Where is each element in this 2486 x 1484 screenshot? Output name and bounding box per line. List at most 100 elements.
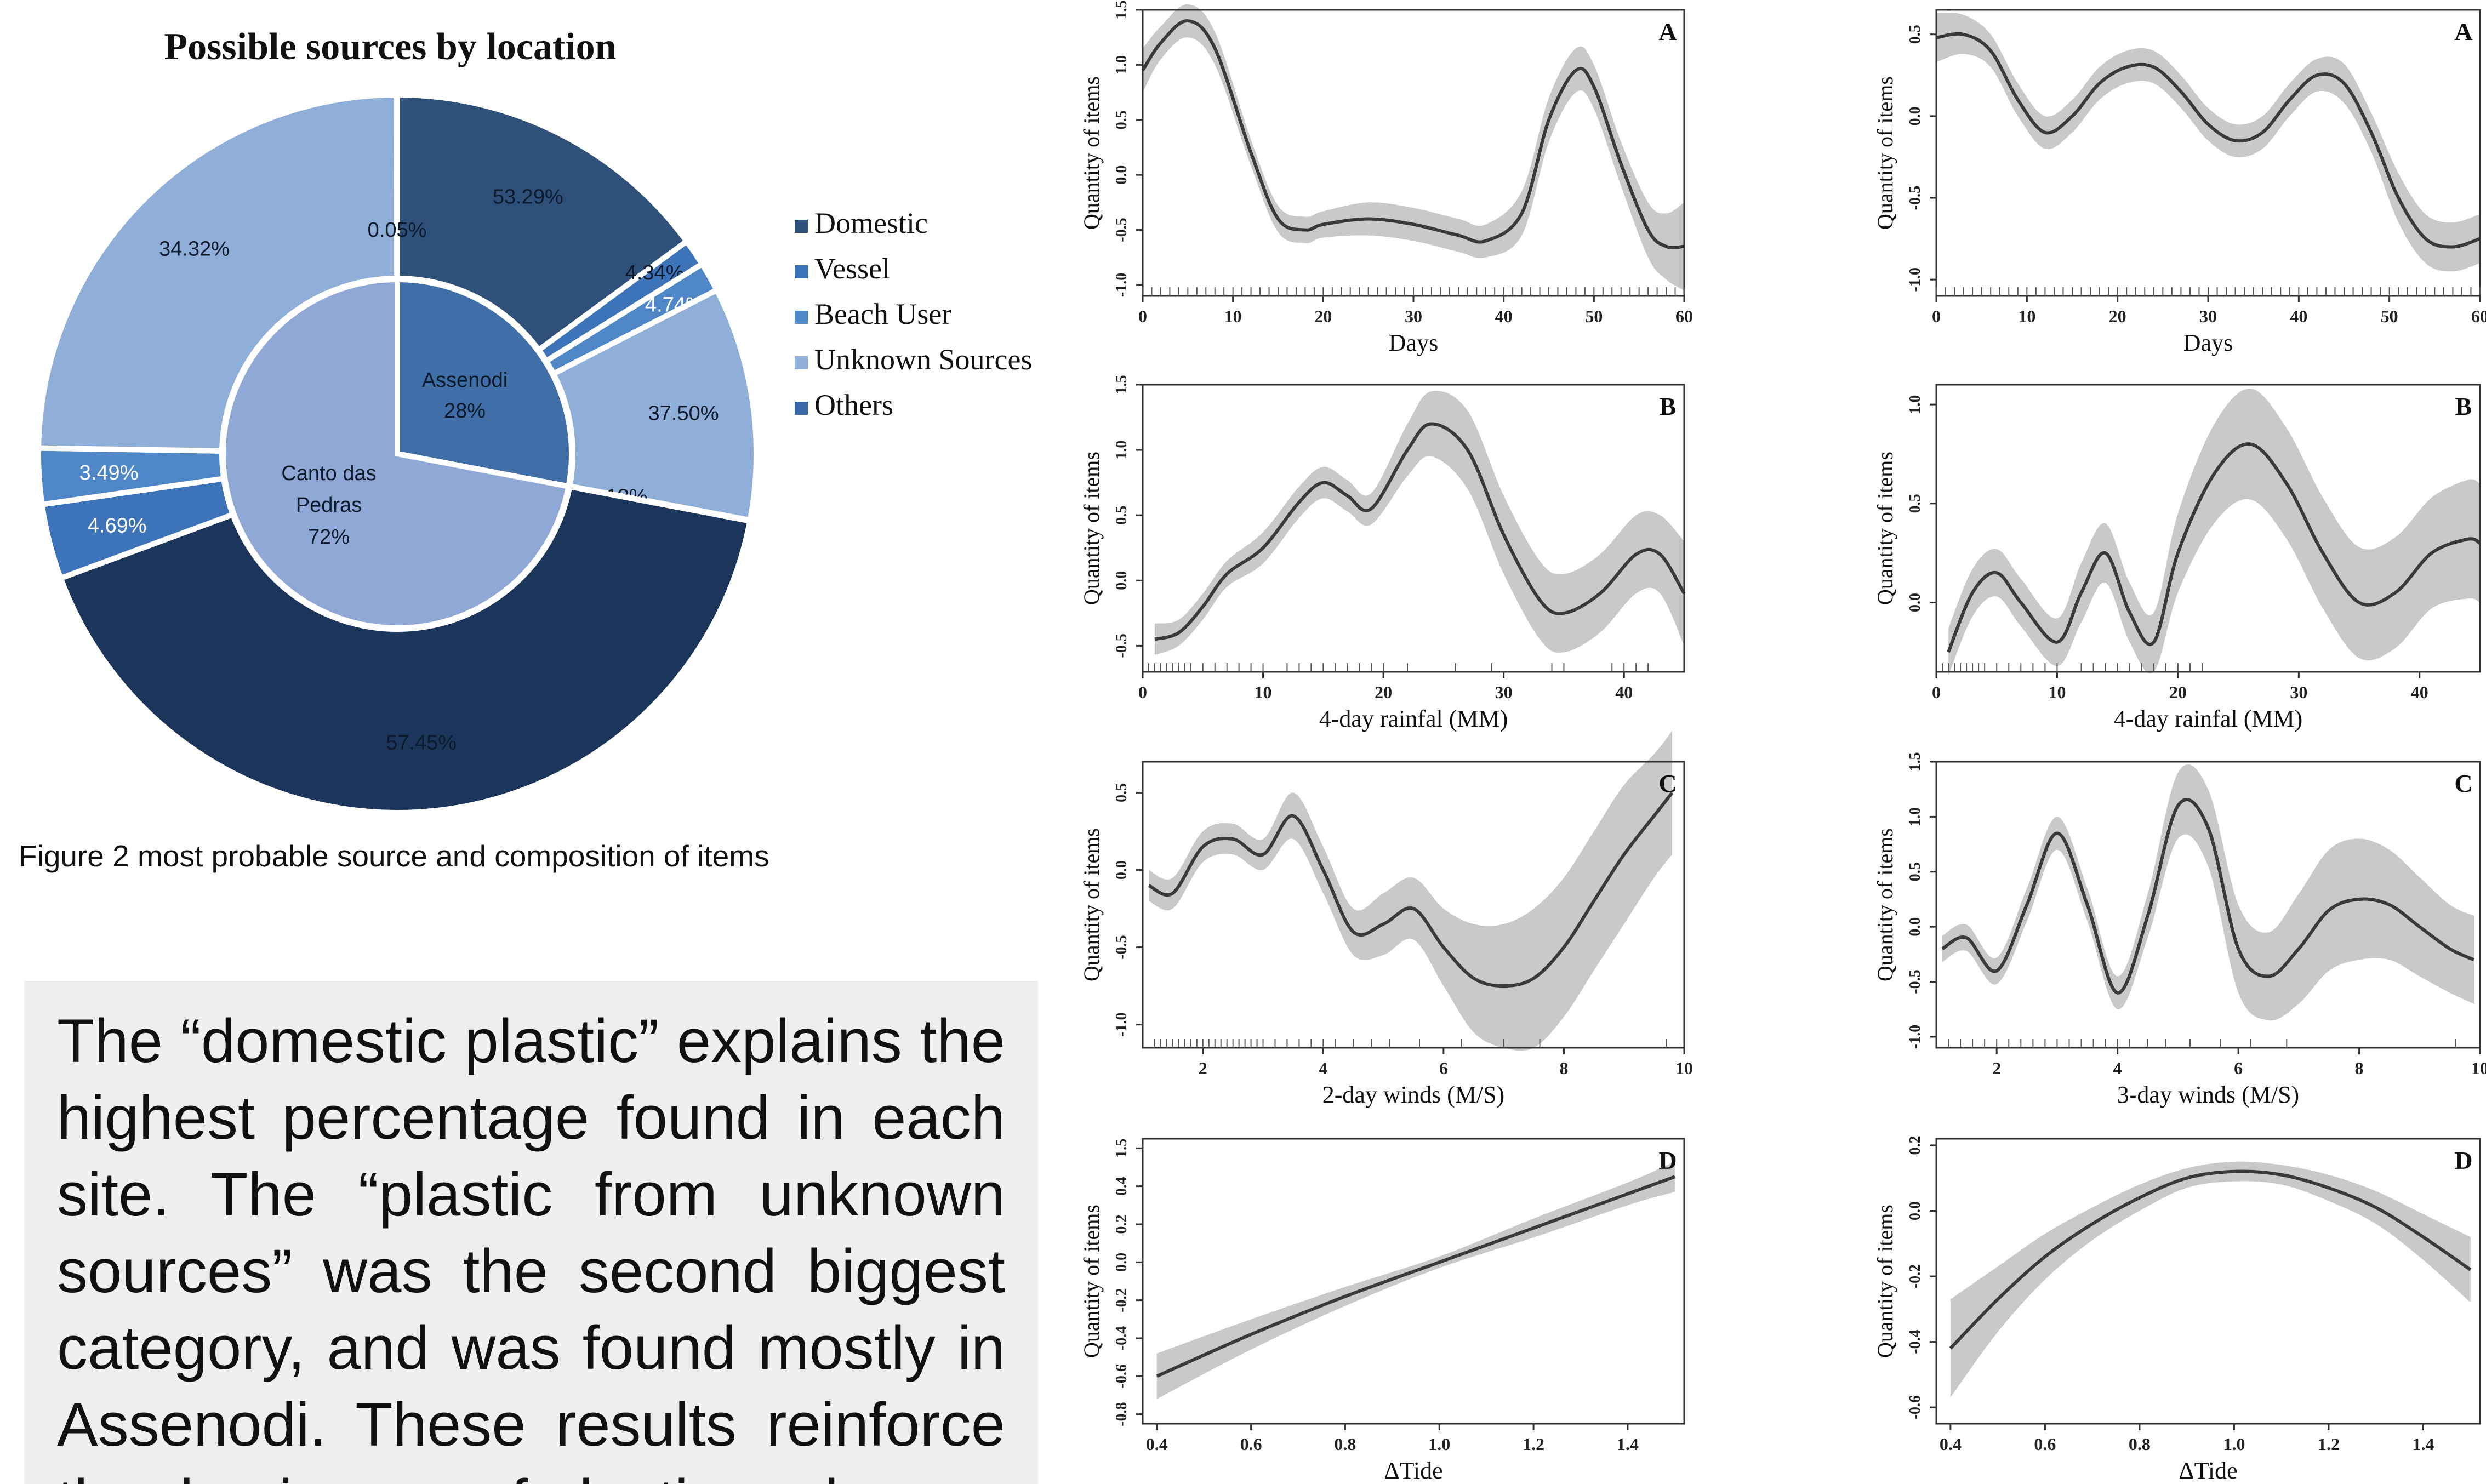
x-tick-label: 1.4 (2412, 1434, 2434, 1454)
confidence-band (1948, 389, 2480, 676)
y-tick-label: 1.0 (1907, 395, 1924, 414)
smooth-line (1141, 19, 1685, 249)
y-tick-label: 0.0 (1113, 860, 1130, 880)
panel-frame (1935, 9, 2481, 297)
x-tick-label: 30 (2290, 682, 2307, 702)
legend-label: Vessel (814, 252, 890, 285)
x-tick-label: 0 (1138, 682, 1147, 702)
panel-c: 2 4 6 8 10 -1.0 -0.5 0.0 0.5 2-day winds (M/S) Qua… (1079, 730, 1693, 1108)
x-tick-label: 0.8 (2129, 1434, 2151, 1454)
legend-swatch (795, 220, 808, 233)
x-tick-label: 4 (1319, 1058, 1327, 1078)
smooth-line (1148, 791, 1674, 988)
x-tick-label: 0.6 (1240, 1434, 1262, 1454)
y-axis-label: Quantity of items (1079, 1205, 1104, 1358)
x-tick-label: 10 (2048, 682, 2066, 702)
panel-frame (1935, 761, 2481, 1049)
inner-ring: Assenodi 28% Canto das Pedras 72% (220, 276, 574, 631)
x-axis-label: 2-day winds (M/S) (1322, 1081, 1504, 1108)
y-tick-label: -0.6 (1907, 1395, 1924, 1419)
pie-title: Possible sources by location (164, 26, 616, 68)
panel-letter: A (2454, 18, 2472, 45)
y-tick-label: -0.5 (1907, 969, 1924, 994)
legend-swatch (795, 356, 808, 369)
pie-chart: Possible sources by location 53.29%4.34%… (36, 26, 1032, 815)
x-tick-label: 40 (2290, 306, 2307, 326)
y-axis-label: Quantity of items (1079, 828, 1104, 981)
outer-slice-label: 4.69% (88, 515, 147, 538)
legend-swatch (795, 265, 808, 278)
legend-label: Domestic (814, 207, 928, 239)
x-tick-label: 30 (1495, 682, 1513, 702)
y-tick-label: -1.0 (1907, 267, 1924, 292)
x-tick-label: 10 (2018, 306, 2035, 326)
confidence-band (1148, 730, 1673, 1051)
x-tick-label: 1.0 (2223, 1434, 2245, 1454)
smooth-line (1936, 32, 2481, 249)
y-axis-label: Quantity of items (1873, 1205, 1897, 1358)
x-axis-label: Days (2183, 329, 2233, 356)
legend-label: Unknown Sources (814, 343, 1032, 376)
x-tick-label: 8 (1559, 1058, 1568, 1078)
x-tick-label: 50 (1585, 306, 1603, 326)
legend-label: Others (814, 389, 893, 421)
inner-slice (220, 276, 572, 631)
x-axis-label: ΔTide (2179, 1457, 2237, 1484)
x-tick-label: 30 (2199, 306, 2217, 326)
confidence-band (1156, 1161, 1675, 1399)
panel-letter: A (1658, 18, 1677, 45)
figure-caption: Figure 2 most probable source and compos… (19, 839, 769, 873)
x-tick-label: 30 (1405, 306, 1422, 326)
y-tick-label: 0.5 (1907, 862, 1924, 881)
y-tick-label: 1.5 (1907, 752, 1924, 772)
x-tick-label: 1.2 (2318, 1434, 2340, 1454)
y-tick-label: 0.0 (1907, 593, 1924, 612)
panel-b: 0 10 20 30 40 -0.5 0.0 0.5 1.0 1.5 4-day rainfal (… (1079, 375, 1686, 732)
smooth-line (1154, 422, 1686, 641)
panel-a: 0 10 20 30 40 50 60 -1.0 -0.5 0.0 0.5 Days Quantity … (1873, 9, 2486, 356)
outer-slice-label: 0.05% (368, 219, 427, 242)
y-tick-label: -0.4 (1907, 1329, 1924, 1354)
y-tick-label: 1.0 (1113, 55, 1130, 75)
pie-legend: Domestic Vessel Beach User Unknown Sources O… (795, 207, 1032, 421)
y-tick-label: 0.5 (1113, 506, 1130, 525)
y-tick-label: 0.0 (1113, 1253, 1130, 1272)
legend-swatch (795, 311, 808, 324)
x-tick-label: 1.0 (1428, 1434, 1450, 1454)
y-tick-label: 0.5 (1113, 110, 1130, 129)
y-tick-label: -0.5 (1907, 186, 1924, 210)
smooth-line (1941, 798, 2475, 995)
panel-b: 0 10 20 30 40 0.0 0.5 1.0 4-day rainfal (MM) Quan… (1873, 384, 2481, 732)
y-axis-label: Quantity of items (1079, 452, 1104, 605)
y-tick-label: 0.0 (1907, 917, 1924, 937)
panel-frame (1142, 1138, 1685, 1425)
y-tick-label: -0.6 (1113, 1364, 1130, 1388)
body-text: The “domestic plastic” explains the high… (57, 1007, 1005, 1484)
y-tick-label: 1.5 (1113, 375, 1130, 395)
y-tick-label: 0.0 (1907, 1201, 1924, 1220)
x-tick-label: 6 (1439, 1058, 1448, 1078)
inner-slice-label: Pedras (296, 494, 362, 517)
x-tick-label: 60 (1675, 306, 1693, 326)
x-tick-label: 0.4 (1146, 1434, 1168, 1454)
legend-swatch (795, 402, 808, 415)
outer-slice-label: 37.50% (648, 402, 719, 425)
x-tick-label: 1.2 (1523, 1434, 1544, 1454)
y-tick-label: 0.5 (1907, 494, 1924, 513)
smooth-line (1949, 1169, 2472, 1350)
x-tick-label: 0 (1932, 682, 1941, 702)
x-tick-label: 0.4 (1940, 1434, 1962, 1454)
confidence-band (1950, 1161, 2471, 1398)
x-tick-label: 20 (1375, 682, 1392, 702)
y-tick-label: 0.0 (1113, 165, 1130, 185)
x-tick-label: 50 (2381, 306, 2398, 326)
y-tick-label: 0.2 (1907, 1135, 1924, 1155)
y-axis-label: Quantity of items (1873, 452, 1897, 605)
panel-letter: C (1658, 769, 1677, 797)
inner-slice-value: 28% (444, 399, 486, 423)
y-tick-label: -0.8 (1113, 1402, 1130, 1426)
x-tick-label: 10 (1255, 682, 1272, 702)
x-tick-label: 40 (1615, 682, 1633, 702)
x-axis-label: 4-day rainfal (MM) (2114, 705, 2303, 732)
y-tick-label: -1.0 (1113, 273, 1130, 297)
